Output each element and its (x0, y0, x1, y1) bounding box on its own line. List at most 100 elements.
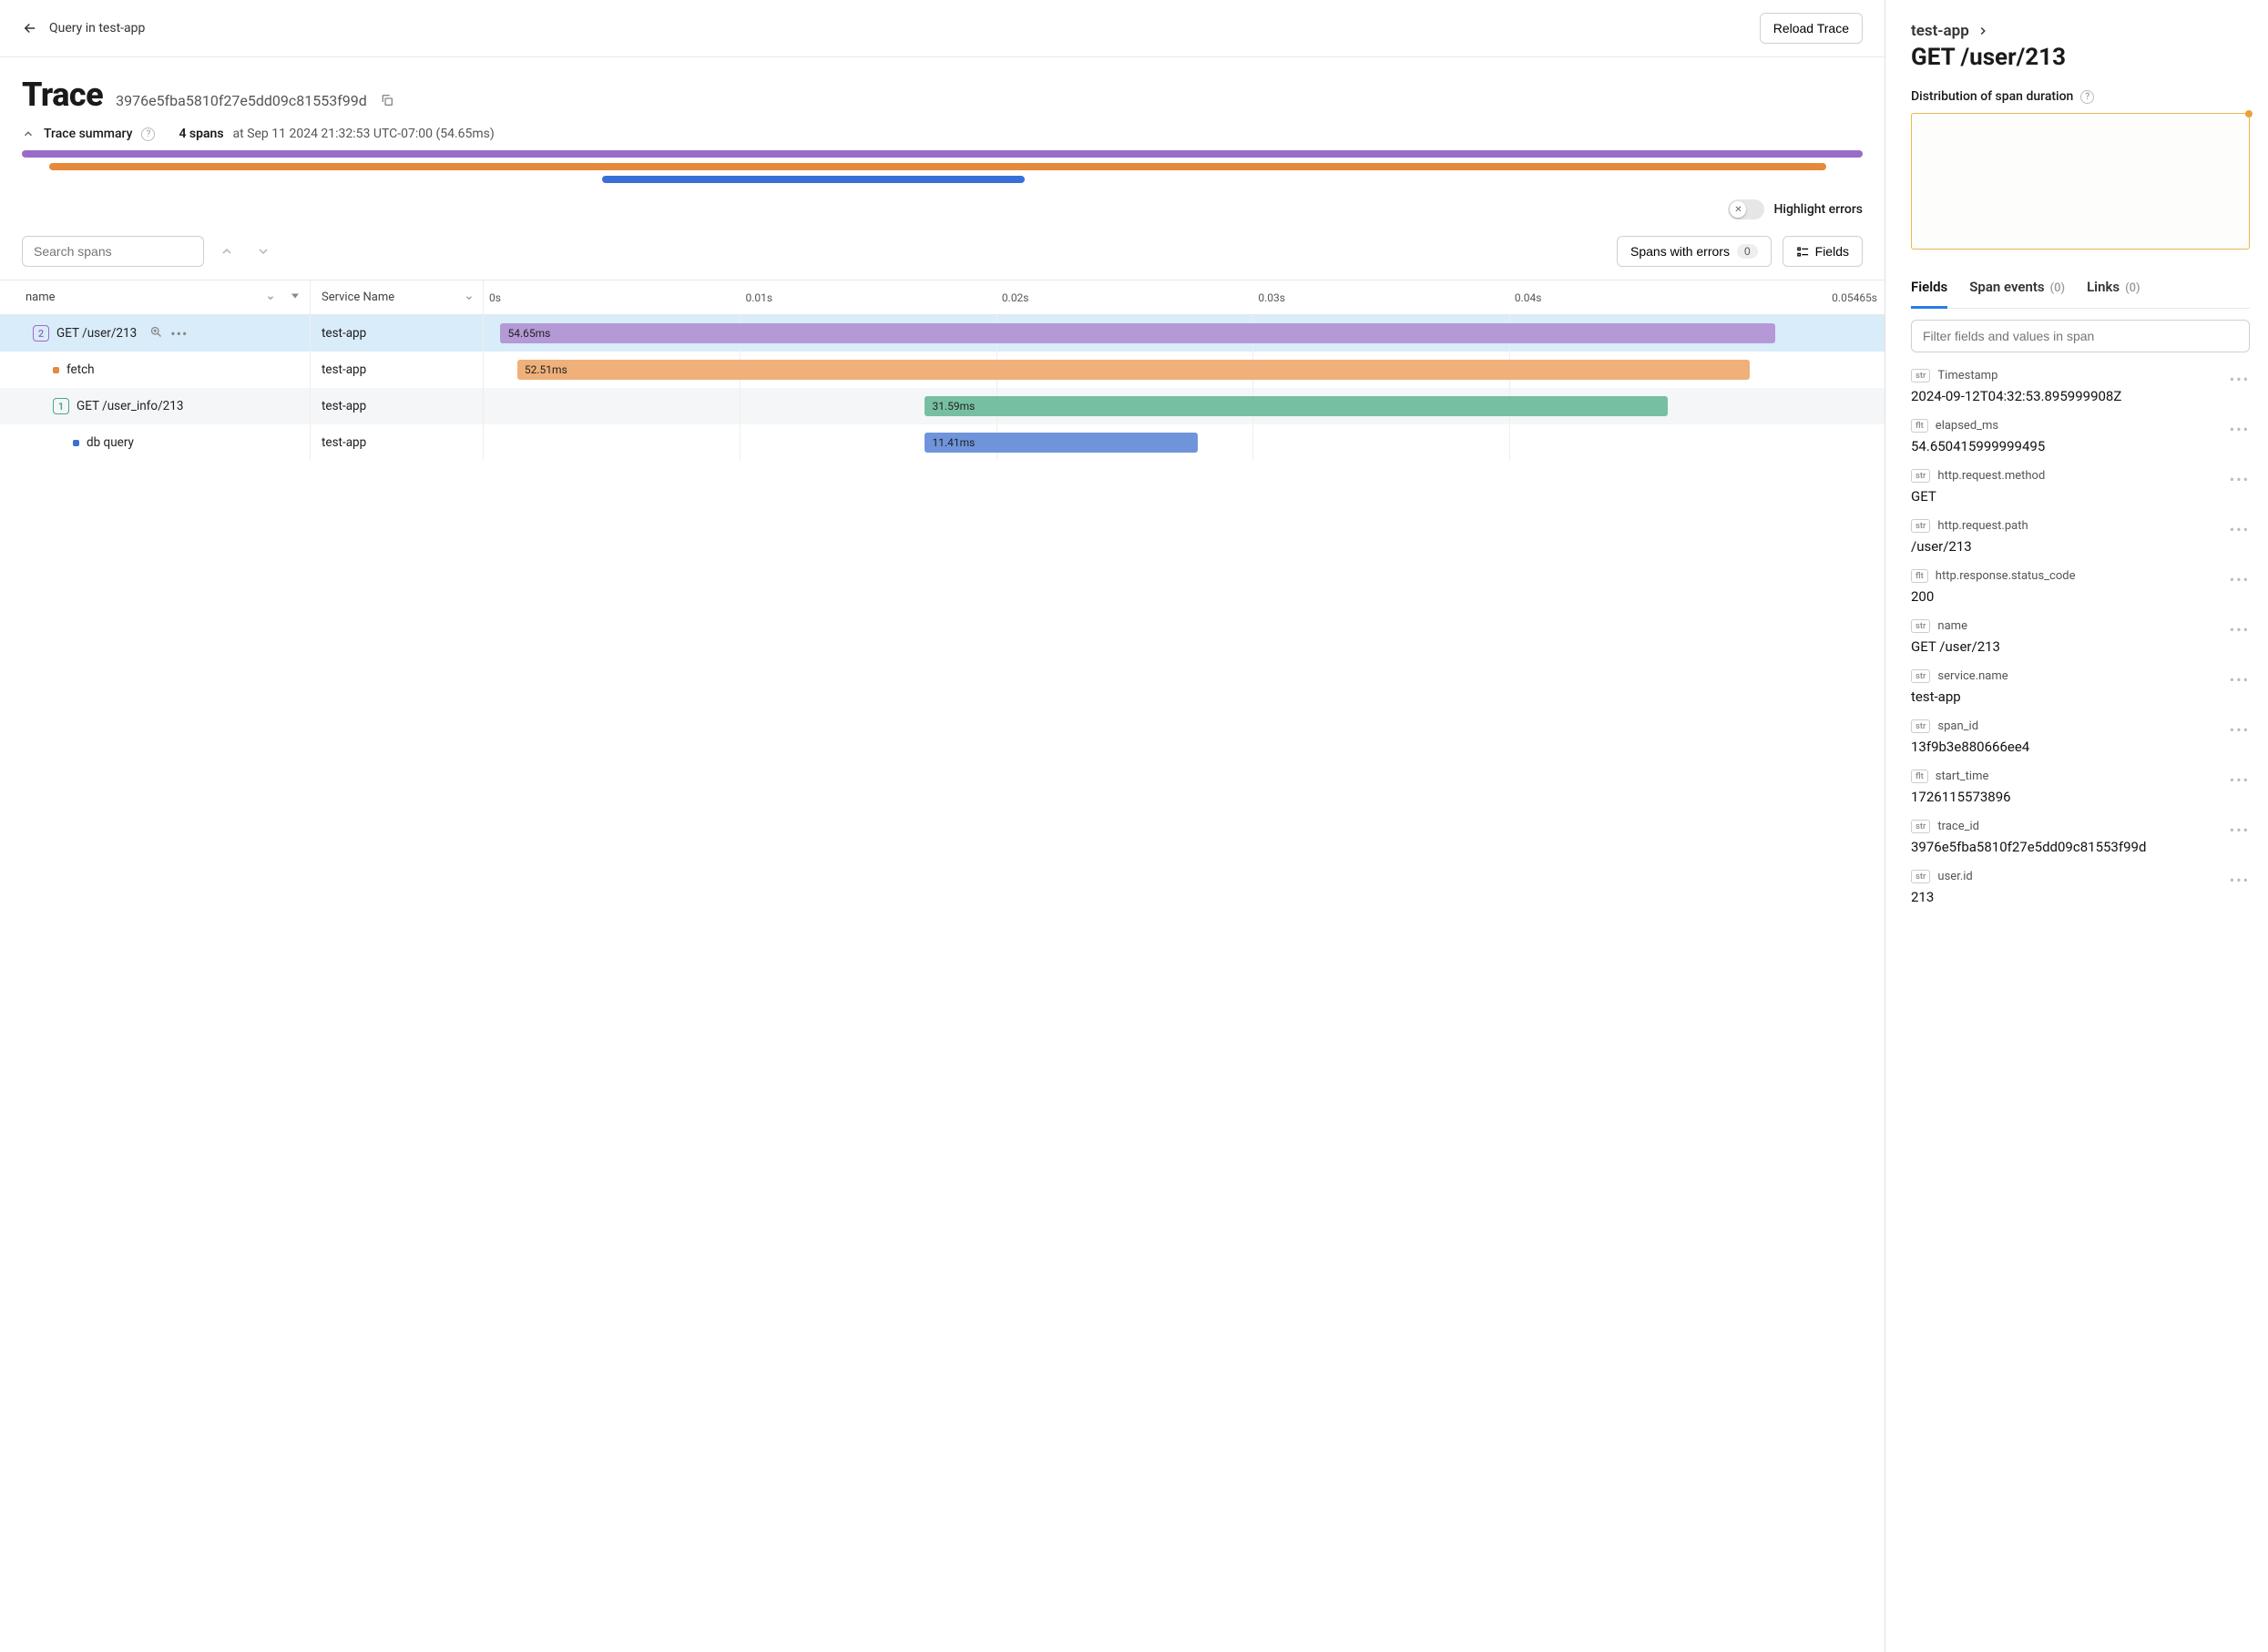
breadcrumb[interactable]: Query in test-app (22, 20, 145, 36)
sort-icon[interactable] (266, 293, 275, 302)
side-panel: test-app GET /user/213 Distribution of s… (1885, 0, 2268, 1652)
name-column-header[interactable]: name (0, 291, 310, 304)
title-row: Trace 3976e5fba5810f27e5dd09c81553f99d (0, 57, 1885, 121)
field-name: elapsed_ms (1936, 419, 1998, 433)
spans-with-errors-button[interactable]: Spans with errors 0 (1617, 236, 1772, 267)
field-menu-icon[interactable]: ••• (2230, 821, 2250, 839)
fields-button[interactable]: Fields (1783, 236, 1863, 267)
span-duration-bar[interactable]: 11.41ms (925, 433, 1198, 453)
filter-drop-icon[interactable] (290, 292, 301, 303)
distribution-chart[interactable] (1911, 113, 2250, 250)
chevron-down-icon (256, 244, 271, 259)
field-menu-icon[interactable]: ••• (2230, 571, 2250, 588)
help-icon[interactable]: ? (141, 127, 155, 141)
next-result-button[interactable] (250, 238, 277, 265)
span-duration-bar[interactable]: 52.51ms (517, 360, 1750, 380)
side-title: GET /user/213 (1911, 44, 2250, 71)
field-name: start_time (1936, 770, 1989, 783)
child-count-badge[interactable]: 1 (53, 398, 69, 414)
summary-bar-track (22, 163, 1863, 170)
field-type-tag: str (1911, 519, 1930, 533)
field-menu-icon[interactable]: ••• (2230, 671, 2250, 688)
controls-row: ✕ Highlight errors (0, 196, 1885, 232)
field-name: http.request.path (1937, 519, 2028, 533)
tab-fields[interactable]: Fields (1911, 271, 1947, 309)
span-name-text: GET /user_info/213 (77, 399, 183, 413)
span-duration-bar[interactable]: 31.59ms (925, 396, 1667, 416)
filter-left (22, 236, 277, 267)
field-name: user.id (1937, 870, 1972, 883)
timeline-cell: 31.59ms (483, 388, 1885, 424)
filter-fields-input[interactable] (1911, 320, 2250, 352)
more-icon[interactable]: ••• (170, 325, 188, 342)
table-header: name Service Name 0s0.01s0.02s0.03s0.04s… (0, 280, 1885, 315)
distribution-marker (2245, 110, 2253, 117)
help-icon[interactable]: ? (2080, 90, 2094, 104)
summary-bar (22, 150, 1863, 158)
span-duration-bar[interactable]: 54.65ms (500, 323, 1775, 343)
distribution-label: Distribution of span duration ? (1911, 89, 2250, 104)
field-item: str http.request.path/user/213••• (1911, 519, 2250, 555)
field-menu-icon[interactable]: ••• (2230, 371, 2250, 388)
copy-icon[interactable] (380, 93, 394, 107)
tab-span-events[interactable]: Span events (0) (1969, 271, 2065, 308)
search-spans-input[interactable] (22, 236, 204, 267)
field-value: /user/213 (1911, 538, 2250, 555)
field-type-tag: flt (1911, 419, 1928, 433)
timeline-header: 0s0.01s0.02s0.03s0.04s0.05465s (483, 280, 1885, 314)
chevron-right-icon (1977, 25, 1989, 37)
chevron-up-icon[interactable] (22, 127, 35, 140)
prev-result-button[interactable] (213, 238, 240, 265)
service-name-cell: test-app (310, 424, 483, 461)
chevron-down-icon[interactable] (465, 293, 474, 302)
summary-label: Trace summary (44, 127, 132, 141)
span-row[interactable]: fetchtest-app52.51ms (0, 352, 1885, 388)
field-menu-icon[interactable]: ••• (2230, 621, 2250, 638)
field-name: http.request.method (1937, 469, 2045, 483)
service-column-header[interactable]: Service Name (310, 280, 483, 314)
toggle-knob: ✕ (1730, 201, 1746, 218)
field-name: span_id (1937, 719, 1978, 733)
field-item: fltstart_time1726115573896••• (1911, 770, 2250, 805)
service-name-cell: test-app (310, 315, 483, 352)
field-name: trace_id (1937, 820, 1979, 833)
field-type-tag: str (1911, 820, 1930, 833)
zoom-icon[interactable] (149, 325, 163, 339)
field-name: name (1937, 619, 1967, 633)
field-item: strnameGET /user/213••• (1911, 619, 2250, 655)
span-row[interactable]: 2GET /user/213•••test-app 54.65ms (0, 315, 1885, 352)
field-menu-icon[interactable]: ••• (2230, 521, 2250, 538)
field-value: 200 (1911, 588, 2250, 605)
timeline-cell: 54.65ms (483, 315, 1885, 352)
span-name-cell: 2GET /user/213••• (0, 315, 310, 352)
timeline-tick-label: 0.03s (1258, 291, 1285, 304)
field-menu-icon[interactable]: ••• (2230, 471, 2250, 488)
field-type-tag: str (1911, 870, 1930, 883)
fields-list: strTimestamp2024-09-12T04:32:53.89599990… (1911, 369, 2250, 920)
field-type-tag: flt (1911, 569, 1928, 583)
field-item: strtrace_id3976e5fba5810f27e5dd09c81553f… (1911, 820, 2250, 855)
highlight-errors-label: Highlight errors (1773, 202, 1863, 217)
timeline-tick-label: 0.02s (1002, 291, 1029, 304)
back-arrow-icon[interactable] (22, 20, 38, 36)
field-menu-icon[interactable]: ••• (2230, 872, 2250, 889)
errors-count-badge: 0 (1737, 244, 1758, 259)
trace-id: 3976e5fba5810f27e5dd09c81553f99d (116, 92, 367, 109)
row-actions: ••• (149, 325, 188, 342)
field-item: strspan_id13f9b3e880666ee4••• (1911, 719, 2250, 755)
child-count-badge[interactable]: 2 (33, 325, 49, 342)
field-menu-icon[interactable]: ••• (2230, 771, 2250, 789)
table-body: 2GET /user/213•••test-app54.65msfetchtes… (0, 315, 1885, 461)
field-item: fltelapsed_ms54.650415999999495••• (1911, 419, 2250, 454)
field-menu-icon[interactable]: ••• (2230, 721, 2250, 739)
field-type-tag: str (1911, 719, 1930, 733)
reload-trace-button[interactable]: Reload Trace (1760, 13, 1863, 44)
timeline-tick-label: 0.05465s (1832, 291, 1877, 304)
highlight-errors-toggle[interactable]: ✕ (1728, 199, 1764, 219)
span-row[interactable]: db querytest-app11.41ms (0, 424, 1885, 461)
side-breadcrumb[interactable]: test-app (1911, 22, 2250, 40)
span-name-cell: fetch (0, 352, 310, 388)
span-row[interactable]: 1GET /user_info/213test-app31.59ms (0, 388, 1885, 424)
tab-links[interactable]: Links (0) (2087, 271, 2140, 308)
field-menu-icon[interactable]: ••• (2230, 421, 2250, 438)
